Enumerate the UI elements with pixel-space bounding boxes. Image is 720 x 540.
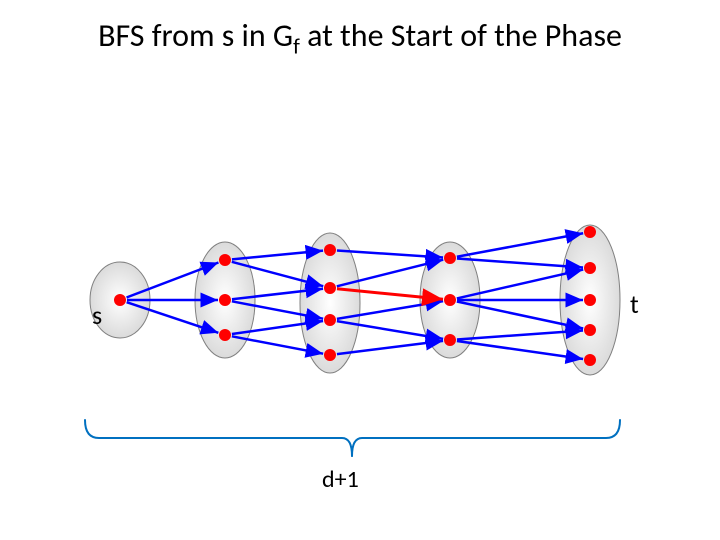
- sink-label: t: [630, 288, 639, 320]
- bfs-diagram: [0, 0, 720, 540]
- source-label: s: [92, 299, 102, 331]
- distance-label: d+1: [322, 465, 359, 494]
